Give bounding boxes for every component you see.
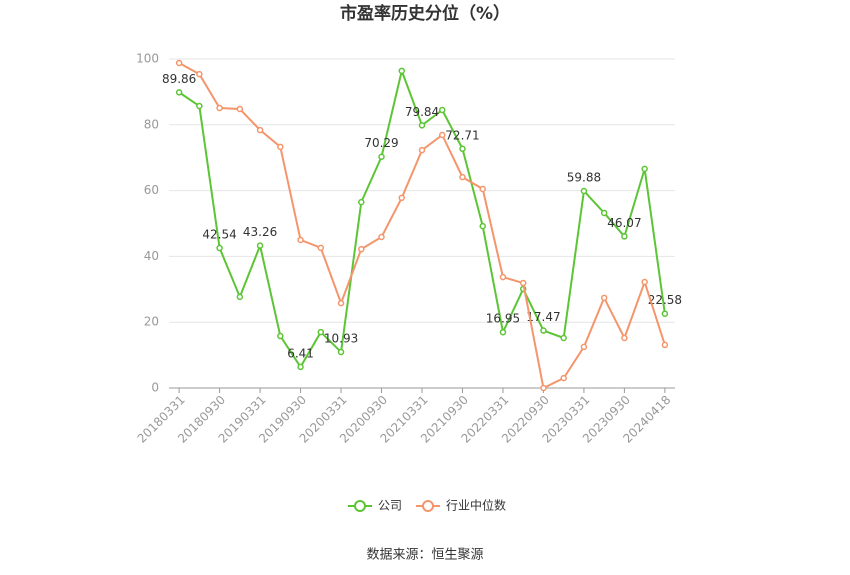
point: [479, 185, 486, 193]
point: [661, 310, 669, 317]
point: [236, 105, 244, 113]
data-label: 59.88: [567, 170, 601, 184]
point: [621, 334, 628, 342]
point: [519, 279, 527, 287]
y-tick-label: 20: [144, 315, 159, 329]
point: [358, 198, 365, 206]
point: [580, 343, 588, 351]
legend-label: 行业中位数: [446, 498, 506, 513]
y-tick-label: 0: [151, 381, 159, 395]
point: [175, 59, 183, 67]
point: [540, 384, 547, 392]
point: [641, 165, 648, 173]
point: [560, 334, 567, 342]
data-label: 70.29: [364, 136, 398, 150]
point: [196, 70, 203, 78]
point: [358, 245, 365, 253]
point: [499, 273, 507, 281]
point: [641, 278, 648, 286]
y-tick-label: 80: [144, 117, 159, 131]
point: [499, 328, 507, 336]
point: [236, 293, 244, 301]
data-label: 89.86: [162, 72, 196, 86]
legend-label: 公司: [378, 499, 402, 513]
point: [438, 106, 446, 114]
point: [317, 328, 325, 336]
data-label: 22.58: [648, 293, 682, 307]
point: [277, 332, 284, 340]
point: [256, 126, 264, 134]
y-tick-label: 100: [136, 52, 159, 66]
source-note: 数据来源：恒生聚源: [366, 548, 483, 563]
legend-marker: [422, 500, 434, 512]
point: [438, 131, 446, 139]
point: [479, 222, 486, 230]
legend-marker: [354, 500, 366, 512]
point: [216, 244, 223, 252]
point: [398, 67, 406, 75]
point: [540, 327, 547, 334]
data-label: 46.07: [607, 216, 641, 230]
point: [216, 104, 223, 112]
point: [337, 348, 345, 356]
point: [277, 143, 284, 151]
point: [600, 209, 608, 217]
data-label: 17.47: [526, 310, 560, 324]
point: [256, 242, 264, 249]
point: [297, 236, 304, 244]
point: [378, 153, 385, 160]
data-label: 42.54: [202, 228, 236, 242]
data-label: 79.84: [405, 105, 439, 119]
point: [600, 294, 608, 302]
point: [459, 145, 466, 153]
point: [560, 374, 567, 382]
data-label: 6.41: [287, 346, 314, 360]
data-label: 43.26: [243, 225, 277, 239]
point: [580, 187, 588, 195]
point: [398, 194, 406, 202]
point: [378, 233, 385, 241]
data-label: 10.93: [324, 332, 358, 346]
y-tick-label: 60: [144, 183, 159, 197]
point: [317, 244, 325, 252]
data-label: 16.95: [486, 312, 520, 326]
point: [418, 122, 426, 129]
point: [621, 233, 628, 240]
point: [297, 363, 304, 371]
chart-title: 市盈率历史分位（%）: [340, 3, 510, 24]
point: [337, 299, 345, 307]
point: [459, 173, 466, 181]
point: [196, 102, 203, 110]
data-label: 72.71: [445, 128, 479, 142]
y-tick-label: 40: [144, 249, 159, 263]
point: [418, 146, 426, 154]
point: [661, 341, 669, 349]
point: [175, 89, 183, 96]
